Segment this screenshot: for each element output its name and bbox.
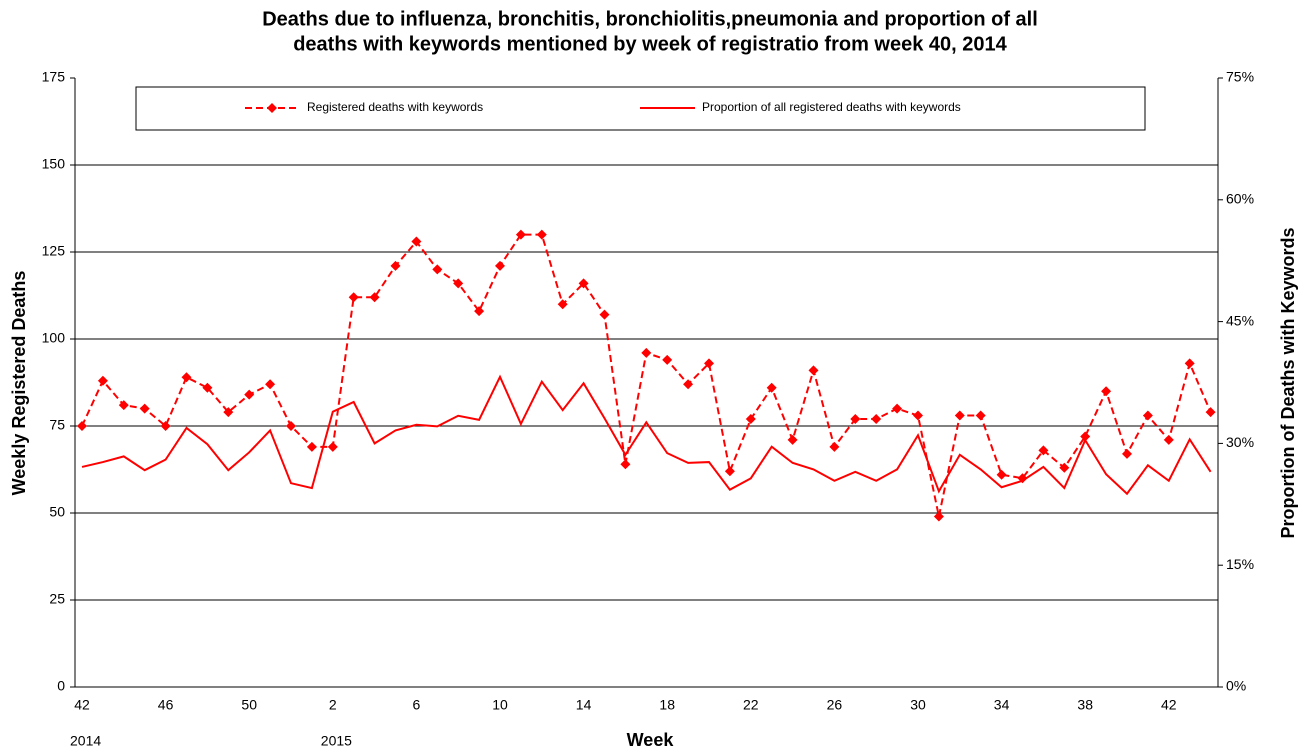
y-tick-label: 75 [49, 417, 65, 433]
data-point [996, 469, 1007, 480]
x-tick-label: 14 [576, 697, 592, 713]
data-point [453, 278, 464, 289]
x-tick-label: 18 [659, 697, 675, 713]
y2-tick-label: 30% [1226, 434, 1254, 450]
y-axis-label: Weekly Registered Deaths [9, 271, 29, 496]
y2-tick-label: 15% [1226, 556, 1254, 572]
x-tick-label: 34 [994, 697, 1010, 713]
data-point [474, 306, 485, 317]
data-point [975, 410, 986, 421]
data-point [77, 421, 87, 431]
data-point [369, 292, 380, 303]
y2-tick-label: 75% [1226, 69, 1254, 85]
data-point [620, 459, 631, 470]
x-group-label: 2015 [321, 733, 352, 749]
data-point [118, 400, 129, 411]
x-group-label: 2014 [70, 733, 101, 749]
data-point [683, 379, 694, 390]
x-tick-label: 6 [413, 697, 421, 713]
data-point [641, 347, 652, 358]
data-point [348, 292, 359, 303]
data-point [662, 354, 673, 365]
data-point [244, 389, 255, 400]
y-tick-label: 100 [42, 330, 66, 346]
chart-title: Deaths due to influenza, bronchitis, bro… [262, 8, 1038, 30]
legend-label: Registered deaths with keywords [307, 100, 483, 114]
data-point [1122, 448, 1132, 459]
data-point [1205, 407, 1216, 418]
data-point [599, 309, 610, 320]
y2-axis-label: Proportion of Deaths with Keywords [1278, 227, 1298, 538]
x-tick-label: 26 [827, 697, 843, 713]
data-point [557, 299, 568, 310]
x-tick-label: 30 [910, 697, 926, 713]
data-point [704, 358, 714, 369]
data-point [202, 382, 213, 393]
data-point [1142, 410, 1153, 421]
data-point [1184, 358, 1195, 369]
data-point [223, 407, 234, 418]
data-point [913, 410, 923, 421]
data-point [306, 441, 317, 452]
x-tick-label: 46 [158, 697, 174, 713]
data-point [327, 441, 338, 452]
y-tick-label: 25 [49, 591, 65, 607]
data-point [1163, 434, 1174, 445]
data-point [1080, 431, 1091, 442]
data-point [495, 260, 505, 271]
y-tick-label: 50 [49, 504, 65, 520]
data-point [97, 375, 108, 386]
data-point [515, 229, 526, 240]
y2-tick-label: 0% [1226, 678, 1246, 694]
x-tick-label: 22 [743, 697, 759, 713]
y2-tick-label: 60% [1226, 191, 1254, 207]
x-tick-label: 38 [1077, 697, 1093, 713]
data-point [536, 229, 547, 240]
data-point [265, 379, 276, 390]
y2-tick-label: 45% [1226, 312, 1254, 328]
data-point [892, 403, 903, 414]
data-point [432, 264, 443, 275]
data-point [933, 511, 944, 522]
y-tick-label: 0 [57, 678, 65, 694]
data-point [286, 421, 296, 431]
data-point [1101, 386, 1112, 397]
data-point [1059, 462, 1070, 473]
data-point [411, 236, 422, 247]
data-point [160, 421, 171, 431]
data-point [139, 403, 150, 414]
x-tick-label: 2 [329, 697, 337, 713]
data-point [871, 414, 882, 425]
data-point [745, 414, 756, 425]
legend-marker [267, 103, 277, 113]
data-point [724, 466, 735, 477]
y-tick-label: 125 [42, 243, 66, 259]
legend-label: Proportion of all registered deaths with… [702, 100, 961, 114]
data-point [787, 434, 798, 445]
series-line [81, 374, 1212, 496]
y-tick-label: 150 [42, 156, 66, 172]
data-point [850, 414, 861, 425]
x-tick-label: 42 [1161, 697, 1177, 713]
data-point [954, 410, 965, 421]
x-tick-label: 10 [492, 697, 508, 713]
data-point [766, 382, 777, 393]
x-tick-label: 42 [74, 697, 90, 713]
data-point [1038, 445, 1049, 456]
x-axis-label: Week [627, 730, 675, 750]
data-point [181, 372, 192, 383]
data-point [578, 278, 589, 289]
x-tick-label: 50 [241, 697, 257, 713]
series-line [81, 233, 1212, 517]
data-point [390, 260, 401, 271]
data-point [829, 441, 840, 452]
chart-title: deaths with keywords mentioned by week o… [293, 33, 1007, 55]
y-tick-label: 175 [42, 69, 66, 85]
data-point [808, 365, 819, 376]
